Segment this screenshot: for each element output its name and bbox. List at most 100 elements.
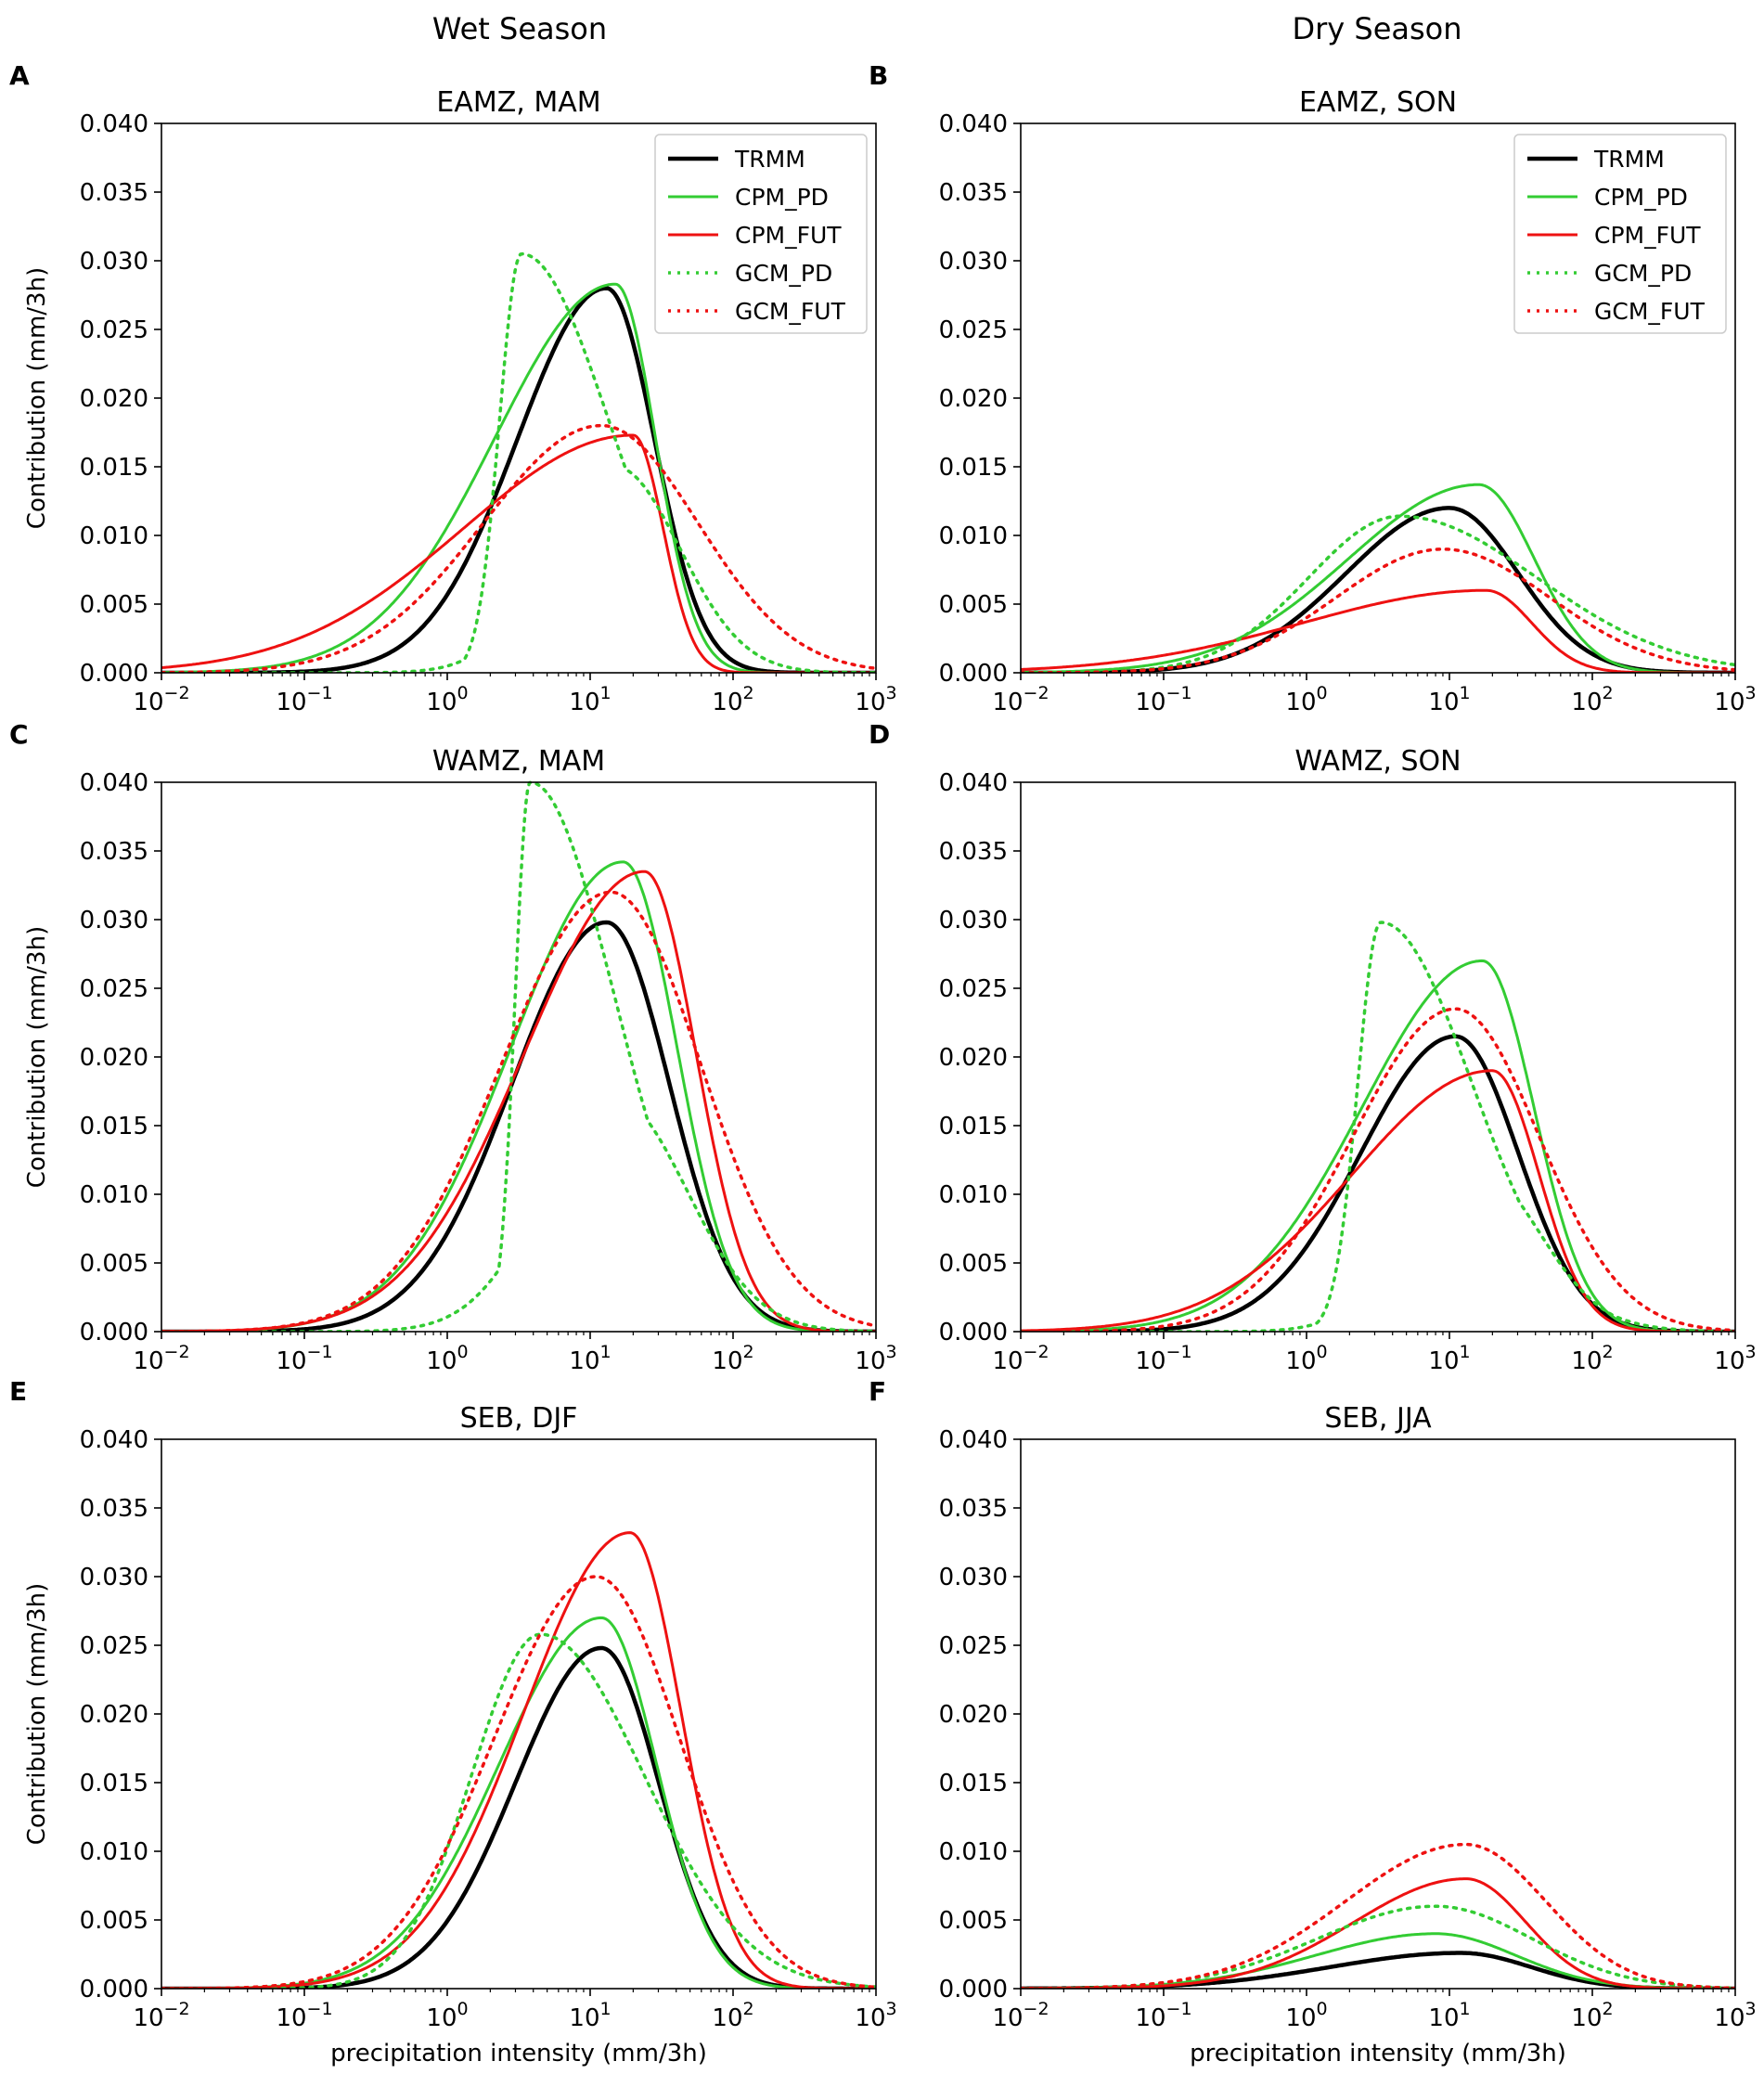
panel-title: EAMZ, MAM xyxy=(436,86,600,119)
x-tick-label: 10−2 xyxy=(133,1999,189,2032)
y-tick-label: 0.025 xyxy=(939,316,1008,344)
x-tick-label: 103 xyxy=(1714,683,1756,716)
y-tick-label: 0.025 xyxy=(80,1632,148,1660)
x-tick-label: 10−1 xyxy=(1135,683,1191,716)
y-tick-label: 0.015 xyxy=(939,454,1008,482)
x-tick-label: 100 xyxy=(1285,1999,1327,2032)
y-tick-label: 0.010 xyxy=(80,522,148,550)
y-tick-label: 0.010 xyxy=(939,1181,1008,1209)
y-tick-label: 0.035 xyxy=(80,1495,148,1523)
x-tick-label: 10−2 xyxy=(992,1342,1049,1375)
x-tick-label: 101 xyxy=(1428,683,1470,716)
x-tick-label: 103 xyxy=(855,683,896,716)
legend-label: CPM_PD xyxy=(1594,184,1688,211)
series-line-gcm-fut xyxy=(161,890,876,1332)
y-tick-label: 0.020 xyxy=(80,1701,148,1729)
x-tick-label: 100 xyxy=(426,1999,468,2032)
y-tick-label: 0.000 xyxy=(939,1319,1008,1346)
y-tick-label: 0.040 xyxy=(80,110,148,138)
legend-box xyxy=(654,134,868,334)
legend-label: GCM_FUT xyxy=(1594,298,1706,325)
legend-label: CPM_FUT xyxy=(1594,222,1701,249)
x-tick-label: 100 xyxy=(426,1342,468,1375)
x-tick-label: 102 xyxy=(712,683,753,716)
x-tick-label: 101 xyxy=(569,683,611,716)
series-line-gcm-fut xyxy=(161,1575,876,1989)
y-tick-label: 0.005 xyxy=(939,1250,1008,1278)
x-tick-label: 101 xyxy=(1428,1342,1470,1375)
y-tick-label: 0.025 xyxy=(939,975,1008,1003)
panel-e: E SEB, DJF 0.000 0.005 0.010 0.015 0.020 0.025 0… xyxy=(9,1376,897,2068)
legend-label: TRMM xyxy=(1593,146,1665,173)
y-tick-label: 0.025 xyxy=(80,316,148,344)
y-tick-label: 0.030 xyxy=(939,1564,1008,1591)
x-tick-label: 10−1 xyxy=(1135,1342,1191,1375)
x-axis-label: precipitation intensity (mm/3h) xyxy=(330,2040,707,2068)
panel-letter: B xyxy=(869,60,888,91)
y-tick-label: 0.005 xyxy=(939,591,1008,619)
legend-label: TRMM xyxy=(734,146,805,173)
x-tick-label: 101 xyxy=(1428,1999,1470,2032)
series-line-gcm-fut xyxy=(1021,547,1735,673)
panel-title: EAMZ, SON xyxy=(1299,86,1457,119)
y-tick-label: 0.020 xyxy=(939,1701,1008,1729)
x-tick-label: 10−1 xyxy=(1135,1999,1191,2032)
x-tick-label: 101 xyxy=(569,1342,611,1375)
y-tick-label: 0.030 xyxy=(80,907,148,934)
x-tick-label: 103 xyxy=(855,1999,896,2032)
y-axis-label: Contribution (mm/3h) xyxy=(23,926,51,1188)
panel-letter: F xyxy=(869,1376,886,1407)
series-line-cpm-pd xyxy=(1021,959,1735,1332)
series-line-cpm-fut xyxy=(1021,588,1735,673)
x-tick-label: 102 xyxy=(712,1342,753,1375)
x-tick-label: 101 xyxy=(569,1999,611,2032)
x-tick-label: 102 xyxy=(712,1999,753,2032)
panel-letter: C xyxy=(9,719,29,750)
y-tick-label: 0.005 xyxy=(939,1907,1008,1935)
x-tick-label: 10−2 xyxy=(133,1342,189,1375)
x-tick-label: 103 xyxy=(1714,1342,1756,1375)
y-tick-label: 0.020 xyxy=(939,1044,1008,1072)
series-line-gcm-pd xyxy=(161,780,876,1332)
y-tick-label: 0.005 xyxy=(80,591,148,619)
column-heading-dry: Dry Season xyxy=(1292,11,1461,46)
y-tick-label: 0.005 xyxy=(80,1907,148,1935)
y-tick-label: 0.030 xyxy=(80,248,148,276)
panels: A EAMZ, MAM 0.000 0.005 0.010 0.015 0.020 0.025… xyxy=(9,60,1757,2068)
y-tick-label: 0.025 xyxy=(939,1632,1008,1660)
y-tick-label: 0.030 xyxy=(939,248,1008,276)
panel-title: SEB, DJF xyxy=(460,1402,578,1435)
panel-c: C WAMZ, MAM 0.000 0.005 0.010 0.015 0.020 0.025… xyxy=(9,719,897,1375)
y-tick-label: 0.000 xyxy=(939,1976,1008,2003)
legend-label: GCM_FUT xyxy=(735,298,846,325)
legend-label: GCM_PD xyxy=(1594,260,1692,287)
y-tick-label: 0.015 xyxy=(939,1770,1008,1797)
y-axis-label: Contribution (mm/3h) xyxy=(23,1583,51,1845)
y-tick-label: 0.030 xyxy=(939,907,1008,934)
y-tick-label: 0.040 xyxy=(939,769,1008,797)
x-tick-label: 10−2 xyxy=(992,683,1049,716)
y-axis-label: Contribution (mm/3h) xyxy=(23,267,51,529)
y-tick-label: 0.025 xyxy=(80,975,148,1003)
y-tick-label: 0.010 xyxy=(939,522,1008,550)
panel-b: B EAMZ, SON 0.000 0.005 0.010 0.015 0.020 0.025… xyxy=(869,60,1757,716)
x-tick-label: 100 xyxy=(426,683,468,716)
y-tick-label: 0.015 xyxy=(80,1113,148,1140)
y-tick-label: 0.020 xyxy=(80,385,148,413)
legend-box xyxy=(1513,134,1727,334)
panel-letter: A xyxy=(9,60,30,91)
y-tick-label: 0.015 xyxy=(80,454,148,482)
legend-label: CPM_FUT xyxy=(735,222,842,249)
x-tick-label: 10−2 xyxy=(133,683,189,716)
y-tick-label: 0.035 xyxy=(939,1495,1008,1523)
y-tick-label: 0.030 xyxy=(80,1564,148,1591)
y-tick-label: 0.010 xyxy=(939,1838,1008,1866)
panel-letter: D xyxy=(869,719,890,750)
x-tick-label: 10−1 xyxy=(276,1342,332,1375)
y-tick-label: 0.035 xyxy=(939,838,1008,866)
x-tick-label: 103 xyxy=(1714,1999,1756,2032)
x-tick-label: 100 xyxy=(1285,683,1327,716)
panel-d: D WAMZ, SON 0.000 0.005 0.010 0.015 0.020 0.025… xyxy=(869,719,1757,1375)
x-axis-label: precipitation intensity (mm/3h) xyxy=(1190,2040,1566,2068)
